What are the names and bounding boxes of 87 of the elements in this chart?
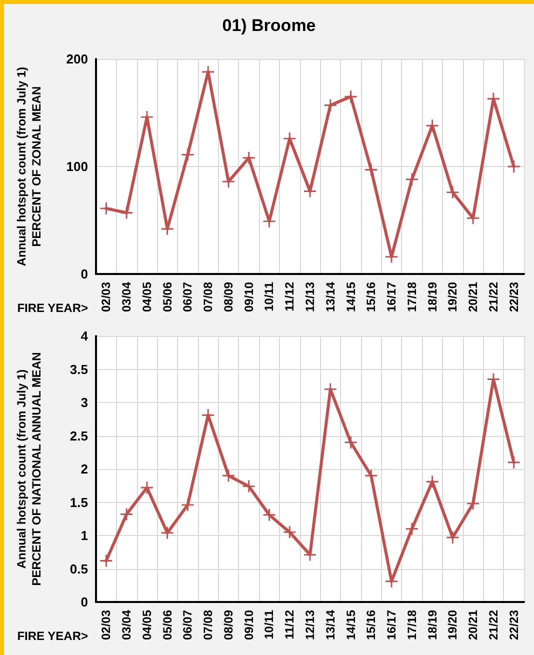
point	[508, 456, 520, 468]
x-tick-label: 22/23	[506, 282, 521, 312]
x-tick-label: 15/16	[364, 282, 378, 312]
y-tick-label: 0	[80, 266, 88, 282]
y-tick-label: 4	[80, 328, 89, 344]
x-tick-label: 11/12	[282, 282, 297, 312]
y-tick-label: 0	[80, 594, 88, 610]
x-tick-label: 16/17	[384, 610, 399, 640]
x-tick-label: 12/13	[303, 610, 317, 640]
point	[120, 206, 133, 219]
point	[284, 132, 296, 145]
x-tick-label: 04/05	[140, 610, 154, 640]
x-tick-label: 10/11	[262, 282, 276, 312]
x-tick-label: 13/14	[323, 610, 338, 640]
point	[467, 498, 480, 510]
x-tick-label: 17/18	[404, 282, 419, 312]
x-tick-label: 03/04	[120, 610, 134, 640]
x-tick-label: 15/16	[364, 610, 378, 640]
x-tick-label: 22/23	[506, 610, 521, 640]
y-tick-label: 1.5	[70, 494, 88, 510]
x-tick-label: 20/21	[466, 282, 480, 312]
point	[426, 120, 438, 132]
point	[242, 480, 255, 492]
point	[161, 526, 174, 539]
y-tick-label: 100	[66, 159, 88, 174]
point	[324, 99, 336, 112]
x-tick-label: 20/21	[466, 610, 480, 640]
point	[140, 482, 153, 494]
point	[182, 148, 194, 161]
x-tick-label: 09/10	[242, 610, 256, 640]
y-tick-label: 200	[66, 52, 88, 66]
y-tick-label: 3	[80, 395, 88, 410]
y-tick-label: 2	[80, 462, 88, 476]
point	[100, 202, 112, 214]
point	[344, 436, 357, 448]
x-tick-label: 18/19	[425, 610, 440, 640]
y-tick-label: 0.5	[70, 561, 88, 576]
point	[406, 173, 418, 186]
x-tick-label: 10/11	[262, 610, 276, 640]
y-tick-label: 2.5	[70, 428, 88, 444]
x-tick-label: 06/07	[180, 282, 195, 312]
point	[406, 522, 418, 535]
x-tick-label: 04/05	[140, 282, 154, 312]
x-tick-label: 19/20	[446, 282, 460, 312]
x-tick-label: 03/04	[120, 282, 134, 312]
x-axis-title: FIRE YEAR>	[17, 301, 88, 315]
x-tick-label: 07/08	[201, 282, 216, 312]
point	[100, 554, 112, 567]
x-tick-label: 07/08	[201, 610, 216, 640]
x-tick-label: 14/15	[344, 610, 358, 640]
chart-title: 01) Broome	[222, 16, 316, 35]
y-axis-title: Annual hotspot count (from July 1) PERCENT OF ZONAL MEAN	[14, 66, 44, 266]
x-tick-label: 05/06	[160, 610, 174, 640]
x-axis-title: FIRE YEAR>	[17, 629, 88, 643]
point	[344, 90, 357, 103]
point	[426, 476, 438, 488]
x-tick-label: 08/09	[221, 610, 236, 640]
y-axis-title: Annual hotspot count (from July 1) PERCENT OF NATIONAL ANNUAL MEAN	[14, 352, 44, 586]
point	[446, 186, 459, 198]
y-tick-label: 1	[80, 528, 88, 543]
point	[263, 508, 276, 521]
x-tick-label: 09/10	[242, 282, 256, 312]
x-tick-label: 21/22	[486, 282, 500, 312]
point	[120, 508, 133, 520]
point	[365, 470, 378, 482]
x-tick-label: 12/13	[303, 282, 317, 312]
x-tick-label: 18/19	[425, 282, 440, 312]
x-tick-label: 14/15	[344, 282, 358, 312]
point	[284, 526, 296, 538]
point	[242, 152, 255, 164]
x-tick-label: 21/22	[486, 610, 500, 640]
point	[202, 409, 214, 422]
x-tick-label: 05/06	[160, 282, 174, 312]
point	[263, 215, 276, 228]
x-tick-label: 19/20	[446, 610, 460, 640]
y-tick-label: 3.5	[70, 362, 88, 377]
x-tick-label: 11/12	[282, 610, 297, 640]
x-tick-label: 16/17	[384, 282, 399, 312]
point	[467, 212, 480, 224]
x-tick-label: 06/07	[180, 610, 195, 640]
x-tick-label: 17/18	[404, 610, 419, 640]
x-tick-label: 08/09	[221, 282, 236, 312]
x-tick-label: 02/03	[99, 282, 114, 312]
x-tick-label: 02/03	[99, 610, 114, 640]
point	[182, 498, 194, 511]
point	[365, 164, 378, 176]
x-tick-label: 13/14	[323, 282, 338, 312]
